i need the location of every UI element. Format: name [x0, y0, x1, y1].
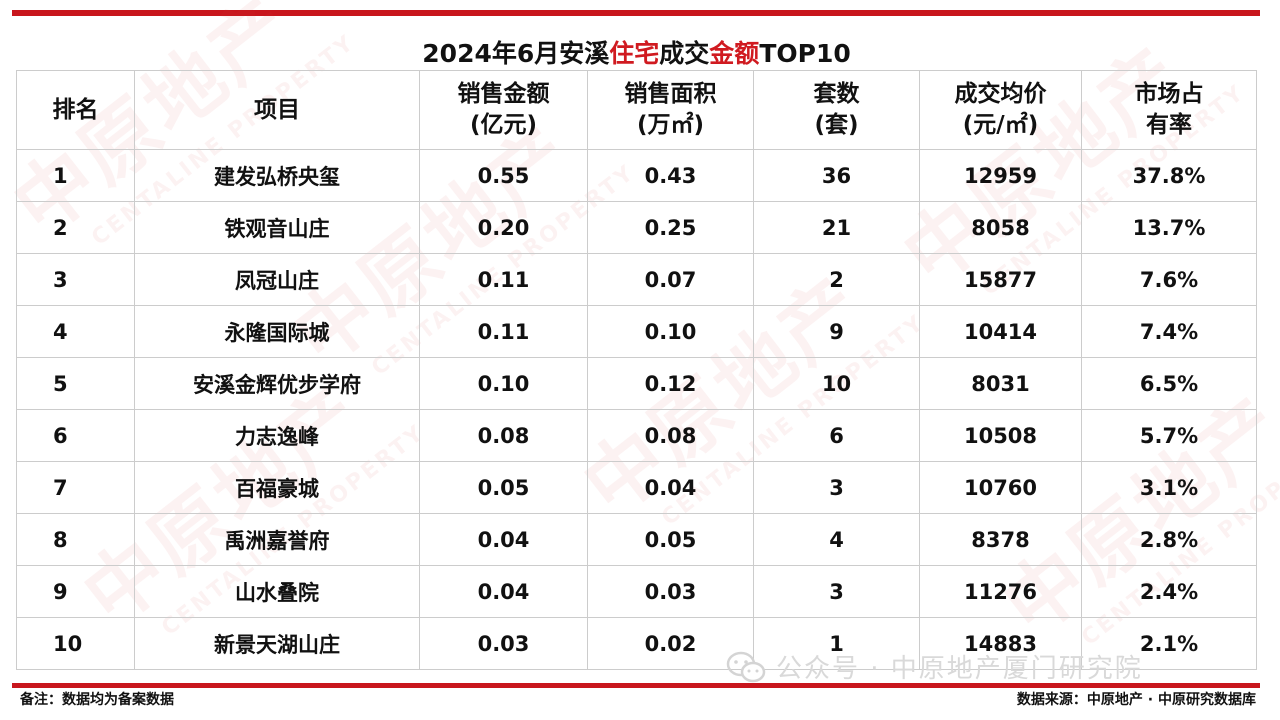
cell-price: 14883 [919, 617, 1082, 670]
cell-area: 0.03 [587, 565, 754, 618]
header-project: 项目 [134, 70, 420, 150]
cell-rank: 10 [16, 617, 135, 670]
table-title: 2024年6月安溪住宅成交金额TOP10 [16, 34, 1257, 71]
cell-amount: 0.03 [419, 617, 588, 670]
cell-area: 0.08 [587, 409, 754, 462]
bottom-accent-bar [12, 683, 1260, 688]
cell-rank: 5 [16, 357, 135, 410]
header-price: 成交均价 (元/㎡) [919, 70, 1082, 150]
header-share: 市场占 有率 [1080, 70, 1258, 150]
cell-share: 37.8% [1080, 149, 1258, 202]
cell-units: 2 [753, 253, 920, 306]
table-row: 8 禹洲嘉誉府 0.04 0.05 4 8378 2.8% [16, 513, 1258, 566]
cell-share: 7.4% [1080, 305, 1258, 358]
cell-price: 10414 [919, 305, 1082, 358]
header-amount: 销售金额 (亿元) [419, 70, 588, 150]
cell-amount: 0.20 [419, 201, 588, 254]
cell-rank: 1 [16, 149, 135, 202]
cell-area: 0.10 [587, 305, 754, 358]
table-row: 1 建发弘桥央玺 0.55 0.43 36 12959 37.8% [16, 149, 1258, 202]
cell-rank: 9 [16, 565, 135, 618]
top10-table: 2024年6月安溪住宅成交金额TOP10 排名 项目 销售金额 (亿元) 销售面积… [16, 34, 1258, 670]
cell-price: 12959 [919, 149, 1082, 202]
cell-price: 8031 [919, 357, 1082, 410]
footer-source: 数据来源：中原地产 · 中原研究数据库 [1016, 692, 1256, 708]
cell-area: 0.07 [587, 253, 754, 306]
cell-price: 15877 [919, 253, 1082, 306]
table-row: 5 安溪金辉优步学府 0.10 0.12 10 8031 6.5% [16, 357, 1258, 410]
cell-amount: 0.55 [419, 149, 588, 202]
cell-units: 1 [753, 617, 920, 670]
cell-amount: 0.05 [419, 461, 588, 514]
cell-area: 0.25 [587, 201, 754, 254]
cell-amount: 0.11 [419, 253, 588, 306]
cell-rank: 7 [16, 461, 135, 514]
cell-share: 7.6% [1080, 253, 1258, 306]
cell-project: 新景天湖山庄 [134, 617, 420, 670]
cell-project: 百福豪城 [134, 461, 420, 514]
cell-project: 铁观音山庄 [134, 201, 420, 254]
header-area: 销售面积 (万㎡) [587, 70, 754, 150]
cell-share: 2.1% [1080, 617, 1258, 670]
cell-units: 10 [753, 357, 920, 410]
table-row: 7 百福豪城 0.05 0.04 3 10760 3.1% [16, 461, 1258, 514]
table-row: 10 新景天湖山庄 0.03 0.02 1 14883 2.1% [16, 617, 1258, 670]
cell-amount: 0.08 [419, 409, 588, 462]
cell-project: 建发弘桥央玺 [134, 149, 420, 202]
cell-rank: 4 [16, 305, 135, 358]
cell-share: 2.4% [1080, 565, 1258, 618]
table-row: 9 山水叠院 0.04 0.03 3 11276 2.4% [16, 565, 1258, 618]
cell-units: 6 [753, 409, 920, 462]
cell-units: 9 [753, 305, 920, 358]
cell-amount: 0.10 [419, 357, 588, 410]
cell-amount: 0.04 [419, 513, 588, 566]
cell-price: 8058 [919, 201, 1082, 254]
cell-units: 21 [753, 201, 920, 254]
table-row: 2 铁观音山庄 0.20 0.25 21 8058 13.7% [16, 201, 1258, 254]
cell-project: 永隆国际城 [134, 305, 420, 358]
cell-price: 10508 [919, 409, 1082, 462]
cell-share: 5.7% [1080, 409, 1258, 462]
header-row: 排名 项目 销售金额 (亿元) 销售面积 (万㎡) 套数 (套) 成交均价 (元/㎡) … [16, 70, 1258, 150]
cell-price: 8378 [919, 513, 1082, 566]
cell-rank: 8 [16, 513, 135, 566]
cell-share: 13.7% [1080, 201, 1258, 254]
cell-area: 0.02 [587, 617, 754, 670]
top-accent-bar [12, 10, 1260, 16]
cell-units: 3 [753, 565, 920, 618]
cell-price: 10760 [919, 461, 1082, 514]
cell-share: 2.8% [1080, 513, 1258, 566]
cell-rank: 6 [16, 409, 135, 462]
cell-project: 禹洲嘉誉府 [134, 513, 420, 566]
footer-note: 备注：数据均为备案数据 [20, 692, 174, 708]
header-rank: 排名 [16, 70, 135, 150]
cell-units: 4 [753, 513, 920, 566]
wechat-account-text: 公众号 · 中原地产厦门研究院 [776, 654, 1143, 684]
cell-share: 3.1% [1080, 461, 1258, 514]
table-row: 3 凤冠山庄 0.11 0.07 2 15877 7.6% [16, 253, 1258, 306]
cell-share: 6.5% [1080, 357, 1258, 410]
cell-project: 安溪金辉优步学府 [134, 357, 420, 410]
cell-rank: 3 [16, 253, 135, 306]
wechat-icon [726, 651, 766, 682]
cell-project: 凤冠山庄 [134, 253, 420, 306]
cell-area: 0.43 [587, 149, 754, 202]
cell-units: 3 [753, 461, 920, 514]
header-units: 套数 (套) [753, 70, 920, 150]
cell-project: 山水叠院 [134, 565, 420, 618]
cell-price: 11276 [919, 565, 1082, 618]
wechat-overlay: 公众号 · 中原地产厦门研究院 [726, 648, 1143, 685]
cell-area: 0.05 [587, 513, 754, 566]
table-row: 4 永隆国际城 0.11 0.10 9 10414 7.4% [16, 305, 1258, 358]
table-row: 6 力志逸峰 0.08 0.08 6 10508 5.7% [16, 409, 1258, 462]
cell-area: 0.04 [587, 461, 754, 514]
cell-units: 36 [753, 149, 920, 202]
cell-project: 力志逸峰 [134, 409, 420, 462]
cell-rank: 2 [16, 201, 135, 254]
cell-area: 0.12 [587, 357, 754, 410]
cell-amount: 0.04 [419, 565, 588, 618]
cell-amount: 0.11 [419, 305, 588, 358]
